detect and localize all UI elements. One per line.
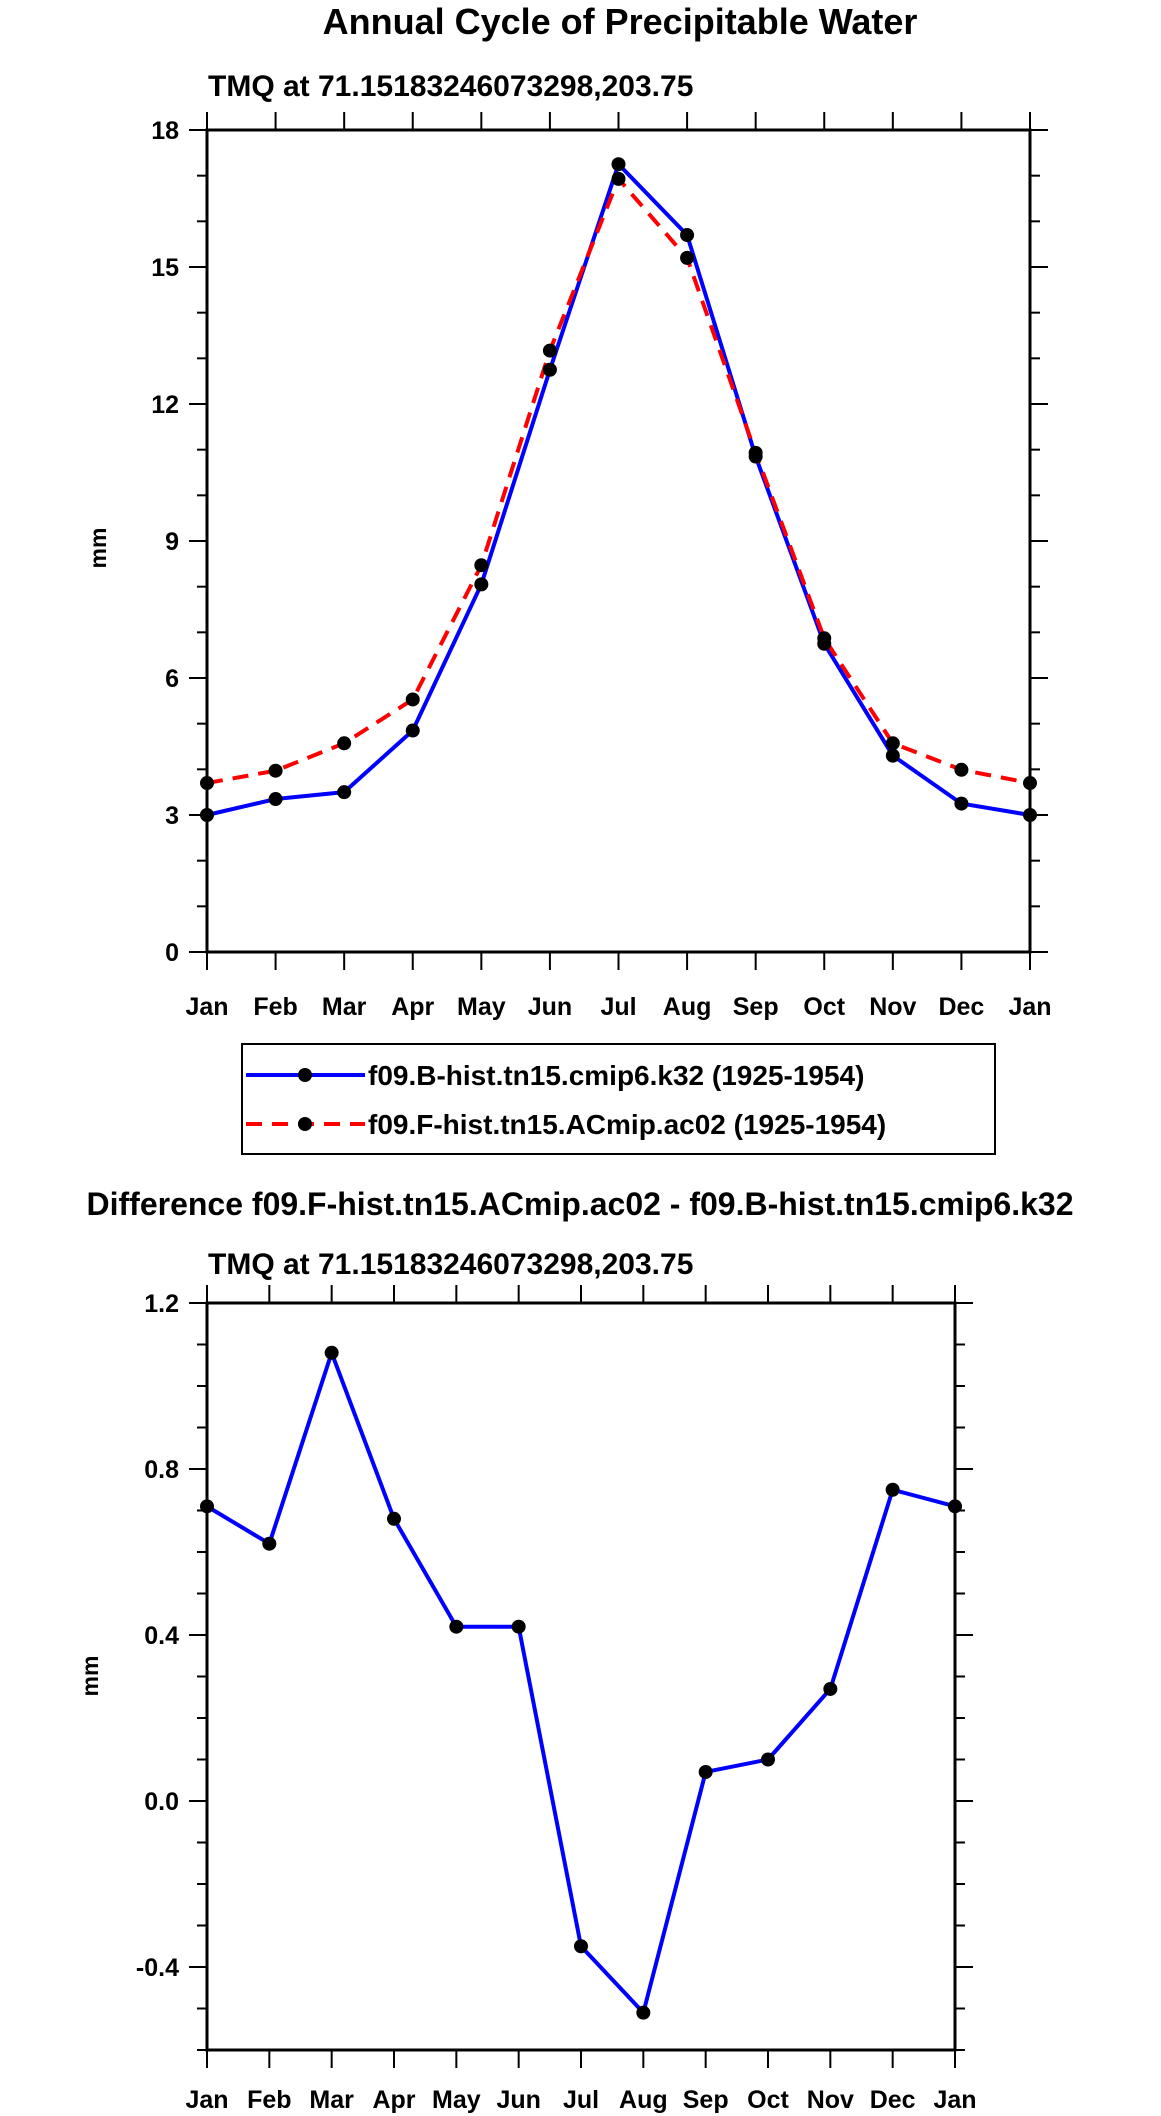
y-tick-label: 15 [151, 254, 179, 282]
x-tick-label: Jul [563, 2086, 599, 2114]
chart2-ylabel: mm [77, 1656, 103, 1697]
chart1-y-tick-labels: 0 3 6 9 12 15 18 [151, 117, 179, 967]
y-tick-label: 12 [151, 391, 179, 419]
chart2-x-tick-labels: Jan Feb Mar Apr May Jun Jul Aug Sep Oct Nov Dec Jan [185, 2086, 976, 2114]
y-tick-label: 0 [165, 939, 179, 967]
x-tick-label: Dec [938, 993, 984, 1021]
chart1-title: Annual Cycle of Precipitable Water [323, 1, 918, 42]
data-point-series2 [817, 631, 832, 646]
x-tick-label: Jul [600, 993, 636, 1021]
y-tick-label: 0.8 [144, 1456, 179, 1484]
chart-difference: Difference f09.F-hist.tn15.ACmip.ac02 - … [77, 1186, 1073, 2114]
data-point-series2 [474, 558, 489, 573]
x-tick-label: Apr [372, 2086, 415, 2114]
x-tick-label: Feb [247, 2086, 291, 2114]
data-point-series1 [761, 1752, 775, 1767]
data-point-series1 [449, 1619, 464, 1634]
y-tick-label: -0.4 [136, 1954, 179, 1982]
series-line-1 [206, 162, 1031, 817]
x-tick-label: Apr [391, 993, 434, 1021]
data-point-series1 [885, 1482, 900, 1497]
y-tick-label: 3 [165, 802, 179, 830]
chart2-title: Difference f09.F-hist.tn15.ACmip.ac02 - … [87, 1186, 1074, 1222]
x-tick-label: Aug [619, 2086, 668, 2114]
chart1-series [200, 157, 1037, 822]
y-tick-label: 9 [165, 528, 179, 556]
x-tick-label: Aug [663, 993, 712, 1021]
x-tick-label: Mar [322, 993, 367, 1021]
chart1-x-tick-labels: Jan Feb Mar Apr May Jun Jul Aug Sep Oct Nov Dec Jan [185, 993, 1051, 1021]
x-tick-label: Jan [185, 2086, 228, 2114]
data-point-series1 [511, 1619, 526, 1634]
x-tick-label: Jun [528, 993, 572, 1021]
chart2-subtitle: TMQ at 71.15183246073298,203.75 [208, 1248, 693, 1281]
x-tick-label: Mar [309, 2086, 354, 2114]
data-point-series1 [636, 2005, 651, 2020]
x-tick-label: Nov [869, 993, 916, 1021]
data-point-series2 [405, 692, 420, 707]
x-tick-label: Jan [1008, 993, 1051, 1021]
legend-marker-series1 [298, 1068, 312, 1082]
data-point-series1 [324, 1345, 339, 1360]
data-point-series1 [574, 1939, 588, 1954]
data-point-series1 [885, 748, 900, 763]
chart1-ylabel: mm [85, 528, 111, 569]
data-point-series1 [823, 1681, 838, 1696]
x-tick-label: Dec [870, 2086, 916, 2114]
data-point-series1 [337, 785, 352, 800]
x-tick-label: Jun [496, 2086, 540, 2114]
chart2-series [200, 1345, 962, 2020]
data-point-series1 [611, 157, 626, 172]
y-tick-label: 1.2 [144, 1290, 179, 1318]
chart1-plot-frame [205, 128, 1032, 954]
data-point-series1 [474, 577, 489, 592]
data-point-series1 [954, 796, 969, 811]
data-point-series2 [542, 343, 557, 358]
x-tick-label: May [457, 993, 506, 1021]
chart1-subtitle: TMQ at 71.15183246073298,203.75 [208, 70, 693, 103]
y-tick-label: 6 [165, 665, 179, 693]
data-point-series2 [268, 763, 283, 778]
chart-annual-cycle: Annual Cycle of Precipitable Water TMQ a… [85, 1, 1052, 1021]
series-line-1 [205, 1350, 956, 2015]
x-tick-label: Sep [683, 2086, 729, 2114]
data-point-series1 [405, 723, 420, 738]
data-point-series1 [680, 228, 695, 243]
data-point-series1 [262, 1536, 277, 1551]
x-tick-label: Oct [747, 2086, 789, 2114]
data-point-series2 [885, 736, 900, 751]
chart1-legend: f09.B-hist.tn15.cmip6.k32 (1925-1954) f0… [241, 1043, 996, 1155]
y-tick-label: 0.4 [144, 1622, 179, 1650]
legend-box [241, 1043, 996, 1155]
legend-marker-series2 [298, 1117, 312, 1131]
x-tick-label: Feb [253, 993, 297, 1021]
data-point-series2 [337, 736, 352, 751]
data-point-series2 [954, 762, 969, 777]
x-tick-label: Jan [185, 993, 228, 1021]
y-tick-label: 0.0 [144, 1788, 179, 1816]
x-tick-label: Sep [733, 993, 779, 1021]
legend-label-series2: f09.F-hist.tn15.ACmip.ac02 (1925-1954) [368, 1109, 886, 1140]
x-tick-label: May [432, 2086, 481, 2114]
legend-label-series1: f09.B-hist.tn15.cmip6.k32 (1925-1954) [368, 1060, 864, 1091]
data-point-series1 [698, 1764, 713, 1779]
chart2-y-tick-labels: -0.4 0.0 0.4 0.8 1.2 [136, 1290, 179, 1982]
data-point-series2 [611, 171, 626, 186]
chart1-ticks [189, 112, 1048, 970]
chart2-plot-frame [205, 1301, 957, 2052]
data-point-series2 [748, 445, 763, 460]
y-tick-label: 18 [151, 117, 179, 145]
data-point-series1 [268, 792, 283, 807]
data-point-series2 [680, 250, 695, 265]
x-tick-label: Nov [807, 2086, 854, 2114]
data-point-series1 [387, 1511, 401, 1526]
x-tick-label: Oct [803, 993, 845, 1021]
chart2-ticks [189, 1285, 973, 2068]
x-tick-label: Jan [933, 2086, 976, 2114]
data-point-series1 [542, 362, 557, 377]
series-line-2 [206, 176, 1031, 786]
